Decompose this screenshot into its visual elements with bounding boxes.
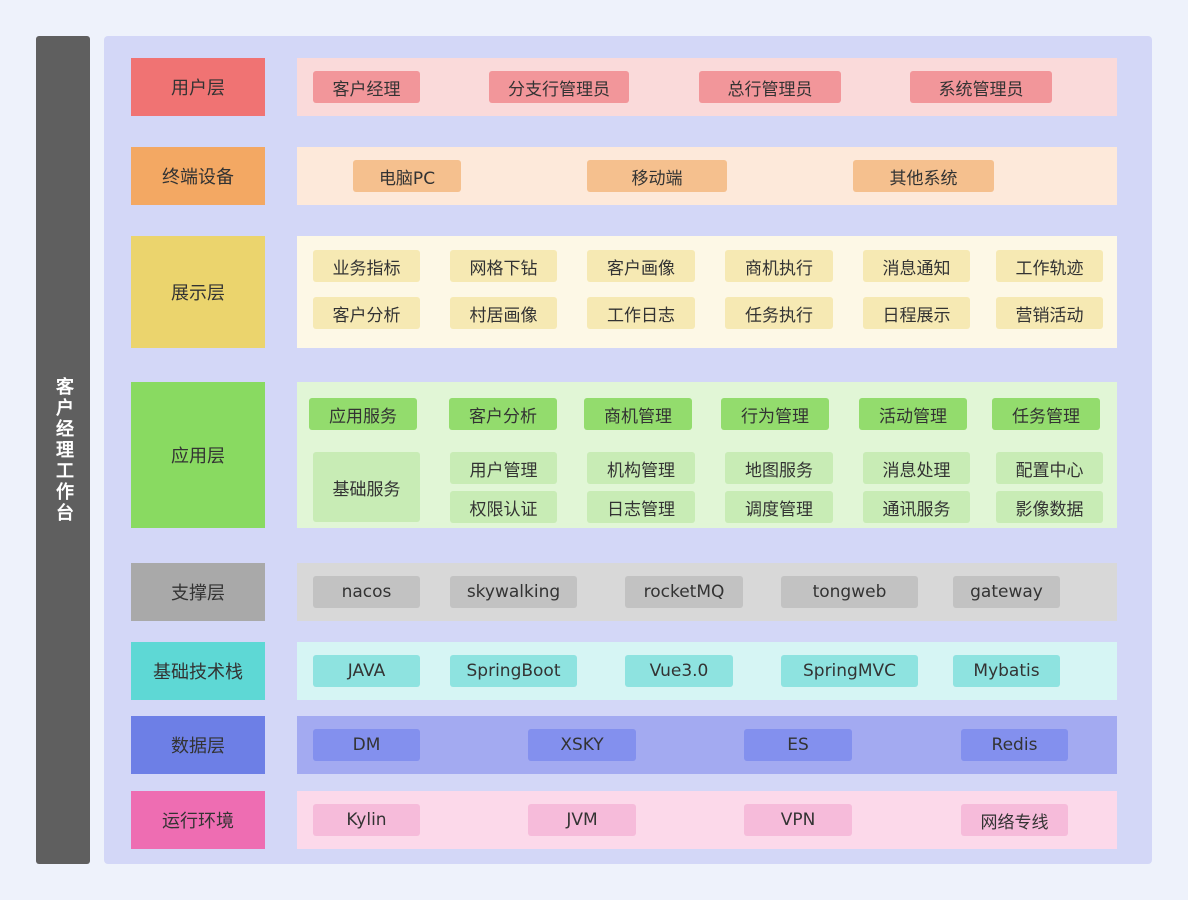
layer-panel-support: nacos skywalking rocketMQ tongweb gatewa… <box>297 563 1117 621</box>
chip-app-base-3: 消息处理 <box>863 452 970 484</box>
layer-label-application: 应用层 <box>131 382 265 528</box>
layer-terminal: 终端设备 电脑PC 移动端 其他系统 <box>104 147 1152 205</box>
chip-display-10: 日程展示 <box>863 297 970 329</box>
chip-app-base-7: 调度管理 <box>725 491 833 523</box>
workbench-sidebar: 客户经理工作台 <box>36 36 90 864</box>
chip-display-2: 客户画像 <box>587 250 695 282</box>
layer-runtime: 运行环境 Kylin JVM VPN 网络专线 <box>104 791 1152 849</box>
chip-runtime-0: Kylin <box>313 804 420 836</box>
layer-panel-terminal: 电脑PC 移动端 其他系统 <box>297 147 1117 205</box>
chip-display-7: 村居画像 <box>450 297 557 329</box>
chip-terminal-2: 其他系统 <box>853 160 994 192</box>
chip-data-0: DM <box>313 729 420 761</box>
chip-data-2: ES <box>744 729 852 761</box>
layer-tech: 基础技术栈 JAVA SpringBoot Vue3.0 SpringMVC M… <box>104 642 1152 700</box>
layer-panel-application: 应用服务 客户分析 商机管理 行为管理 活动管理 任务管理 基础服务 用户管理 … <box>297 382 1117 528</box>
chip-user-0: 客户经理 <box>313 71 420 103</box>
chip-runtime-2: VPN <box>744 804 852 836</box>
layer-panel-display: 业务指标 网格下钻 客户画像 商机执行 消息通知 工作轨迹 客户分析 村居画像 … <box>297 236 1117 348</box>
chip-app-service-label: 应用服务 <box>309 398 417 430</box>
layer-label-terminal: 终端设备 <box>131 147 265 205</box>
chip-app-base-8: 通讯服务 <box>863 491 970 523</box>
chip-display-0: 业务指标 <box>313 250 420 282</box>
chip-app-base-2: 地图服务 <box>725 452 833 484</box>
chip-app-service-2: 行为管理 <box>721 398 829 430</box>
chip-display-3: 商机执行 <box>725 250 833 282</box>
chip-app-service-0: 客户分析 <box>449 398 557 430</box>
chip-support-3: tongweb <box>781 576 918 608</box>
layer-label-support: 支撑层 <box>131 563 265 621</box>
layer-application: 应用层 应用服务 客户分析 商机管理 行为管理 活动管理 任务管理 基础服务 用… <box>104 382 1152 528</box>
layer-label-data: 数据层 <box>131 716 265 774</box>
chip-app-base-6: 日志管理 <box>587 491 695 523</box>
layer-label-tech: 基础技术栈 <box>131 642 265 700</box>
chip-user-2: 总行管理员 <box>699 71 841 103</box>
chip-tech-1: SpringBoot <box>450 655 577 687</box>
chip-display-1: 网格下钻 <box>450 250 557 282</box>
chip-display-8: 工作日志 <box>587 297 695 329</box>
architecture-frame: 用户层 客户经理 分支行管理员 总行管理员 系统管理员 终端设备 电脑PC 移动… <box>104 36 1152 864</box>
chip-app-base-5: 权限认证 <box>450 491 557 523</box>
layer-label-runtime: 运行环境 <box>131 791 265 849</box>
chip-support-2: rocketMQ <box>625 576 743 608</box>
layer-data: 数据层 DM XSKY ES Redis <box>104 716 1152 774</box>
layer-panel-runtime: Kylin JVM VPN 网络专线 <box>297 791 1117 849</box>
chip-terminal-1: 移动端 <box>587 160 727 192</box>
chip-tech-2: Vue3.0 <box>625 655 733 687</box>
workbench-title: 客户经理工作台 <box>53 376 74 524</box>
chip-tech-4: Mybatis <box>953 655 1060 687</box>
layer-panel-user: 客户经理 分支行管理员 总行管理员 系统管理员 <box>297 58 1117 116</box>
chip-app-base-0: 用户管理 <box>450 452 557 484</box>
chip-tech-3: SpringMVC <box>781 655 918 687</box>
chip-runtime-1: JVM <box>528 804 636 836</box>
chip-tech-0: JAVA <box>313 655 420 687</box>
layer-label-user: 用户层 <box>131 58 265 116</box>
layer-panel-tech: JAVA SpringBoot Vue3.0 SpringMVC Mybatis <box>297 642 1117 700</box>
chip-display-11: 营销活动 <box>996 297 1103 329</box>
layer-support: 支撑层 nacos skywalking rocketMQ tongweb ga… <box>104 563 1152 621</box>
chip-data-3: Redis <box>961 729 1068 761</box>
chip-app-base-9: 影像数据 <box>996 491 1103 523</box>
chip-app-service-3: 活动管理 <box>859 398 967 430</box>
chip-display-9: 任务执行 <box>725 297 833 329</box>
chip-support-4: gateway <box>953 576 1060 608</box>
chip-terminal-0: 电脑PC <box>353 160 461 192</box>
layer-user: 用户层 客户经理 分支行管理员 总行管理员 系统管理员 <box>104 58 1152 116</box>
layer-label-display: 展示层 <box>131 236 265 348</box>
chip-data-1: XSKY <box>528 729 636 761</box>
layer-display: 展示层 业务指标 网格下钻 客户画像 商机执行 消息通知 工作轨迹 客户分析 村… <box>104 236 1152 348</box>
chip-user-3: 系统管理员 <box>910 71 1052 103</box>
chip-app-base-label: 基础服务 <box>313 452 420 522</box>
layer-panel-data: DM XSKY ES Redis <box>297 716 1117 774</box>
chip-support-1: skywalking <box>450 576 577 608</box>
chip-support-0: nacos <box>313 576 420 608</box>
chip-display-4: 消息通知 <box>863 250 970 282</box>
chip-app-base-4: 配置中心 <box>996 452 1103 484</box>
chip-runtime-3: 网络专线 <box>961 804 1068 836</box>
chip-app-service-4: 任务管理 <box>992 398 1100 430</box>
chip-display-6: 客户分析 <box>313 297 420 329</box>
chip-user-1: 分支行管理员 <box>489 71 629 103</box>
chip-display-5: 工作轨迹 <box>996 250 1103 282</box>
chip-app-base-1: 机构管理 <box>587 452 695 484</box>
chip-app-service-1: 商机管理 <box>584 398 692 430</box>
